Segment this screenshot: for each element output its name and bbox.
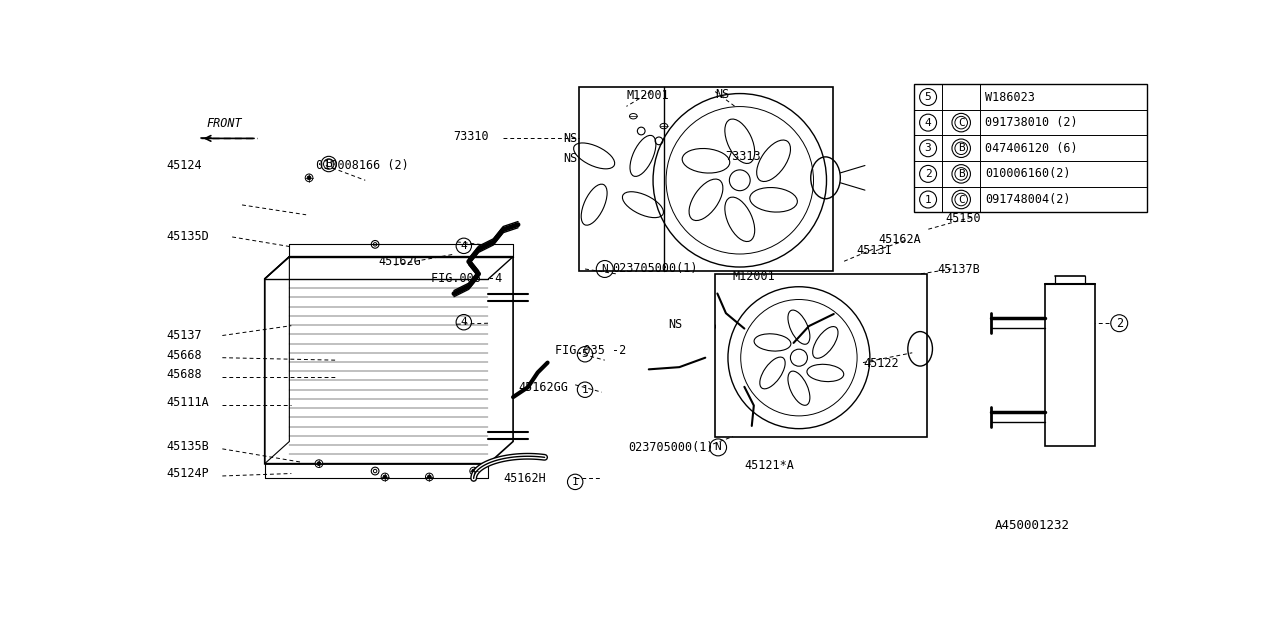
Text: 45122: 45122	[863, 357, 899, 370]
Text: 45137: 45137	[166, 329, 202, 342]
Bar	[579, 86, 833, 271]
Text: 45688: 45688	[166, 369, 202, 381]
Text: NS: NS	[716, 88, 730, 100]
Circle shape	[472, 469, 476, 473]
Text: 010008166 (2): 010008166 (2)	[308, 159, 408, 172]
Text: C: C	[957, 195, 965, 205]
Circle shape	[470, 467, 477, 475]
Text: 45150: 45150	[946, 212, 982, 225]
Text: 023705000(1): 023705000(1)	[628, 441, 714, 454]
Text: 1: 1	[572, 477, 579, 487]
Text: 45111A: 45111A	[166, 396, 209, 408]
Text: 45121*A: 45121*A	[745, 459, 795, 472]
Text: 45137B: 45137B	[937, 264, 979, 276]
Text: 5: 5	[924, 92, 932, 102]
Bar	[716, 274, 927, 436]
Text: 047406120 (6): 047406120 (6)	[986, 141, 1078, 155]
Circle shape	[428, 475, 431, 479]
Text: 023705000(1): 023705000(1)	[613, 262, 698, 275]
Text: 010006160(2): 010006160(2)	[986, 168, 1070, 180]
Circle shape	[317, 461, 321, 465]
Text: 4: 4	[461, 241, 467, 251]
Text: 45162H: 45162H	[503, 472, 547, 485]
Text: N: N	[602, 264, 608, 274]
Text: N: N	[714, 442, 722, 452]
Text: 2: 2	[1116, 317, 1123, 330]
Text: 5: 5	[581, 349, 589, 359]
Text: A450001232: A450001232	[995, 519, 1070, 532]
Text: B: B	[957, 143, 965, 153]
Text: 1: 1	[581, 385, 589, 395]
Circle shape	[305, 174, 312, 182]
Circle shape	[730, 170, 750, 191]
Circle shape	[381, 473, 389, 481]
Circle shape	[371, 467, 379, 475]
Text: W186023: W186023	[986, 90, 1036, 104]
Text: M12001: M12001	[733, 270, 776, 283]
Text: 1: 1	[924, 195, 932, 205]
Text: 45131: 45131	[856, 244, 892, 257]
Text: 45124P: 45124P	[166, 467, 209, 480]
Text: 45162GG: 45162GG	[518, 381, 568, 394]
Text: M12001: M12001	[626, 89, 669, 102]
Text: B: B	[957, 169, 965, 179]
Text: NS: NS	[563, 152, 577, 164]
Text: 45668: 45668	[166, 349, 202, 362]
Text: 3: 3	[924, 143, 932, 153]
Text: 45162G: 45162G	[378, 255, 421, 268]
Ellipse shape	[630, 113, 637, 119]
Text: C: C	[957, 118, 965, 127]
Text: B: B	[325, 159, 332, 169]
Circle shape	[383, 475, 387, 479]
Circle shape	[315, 460, 323, 467]
Circle shape	[790, 349, 808, 366]
Text: NS: NS	[563, 132, 577, 145]
Text: FIG.035 -2: FIG.035 -2	[556, 344, 627, 357]
Text: 4: 4	[461, 317, 467, 327]
Text: 091738010 (2): 091738010 (2)	[986, 116, 1078, 129]
Text: FRONT: FRONT	[206, 117, 242, 130]
Text: 091748004(2): 091748004(2)	[986, 193, 1070, 206]
Ellipse shape	[660, 124, 668, 129]
Text: 45162A: 45162A	[879, 233, 922, 246]
Text: 4: 4	[924, 118, 932, 127]
Circle shape	[307, 176, 311, 180]
Circle shape	[637, 127, 645, 135]
Text: 73310: 73310	[453, 131, 489, 143]
Text: NS: NS	[668, 317, 682, 331]
Text: 45135D: 45135D	[166, 230, 209, 243]
Text: 45135B: 45135B	[166, 440, 209, 453]
Text: 73313: 73313	[724, 150, 760, 163]
Text: 45124: 45124	[166, 159, 202, 172]
Text: FIG.006 -4: FIG.006 -4	[431, 273, 503, 285]
Bar	[1046, 284, 1094, 447]
Circle shape	[425, 473, 433, 481]
Circle shape	[371, 241, 379, 248]
Bar	[914, 84, 1147, 212]
Text: 2: 2	[924, 169, 932, 179]
